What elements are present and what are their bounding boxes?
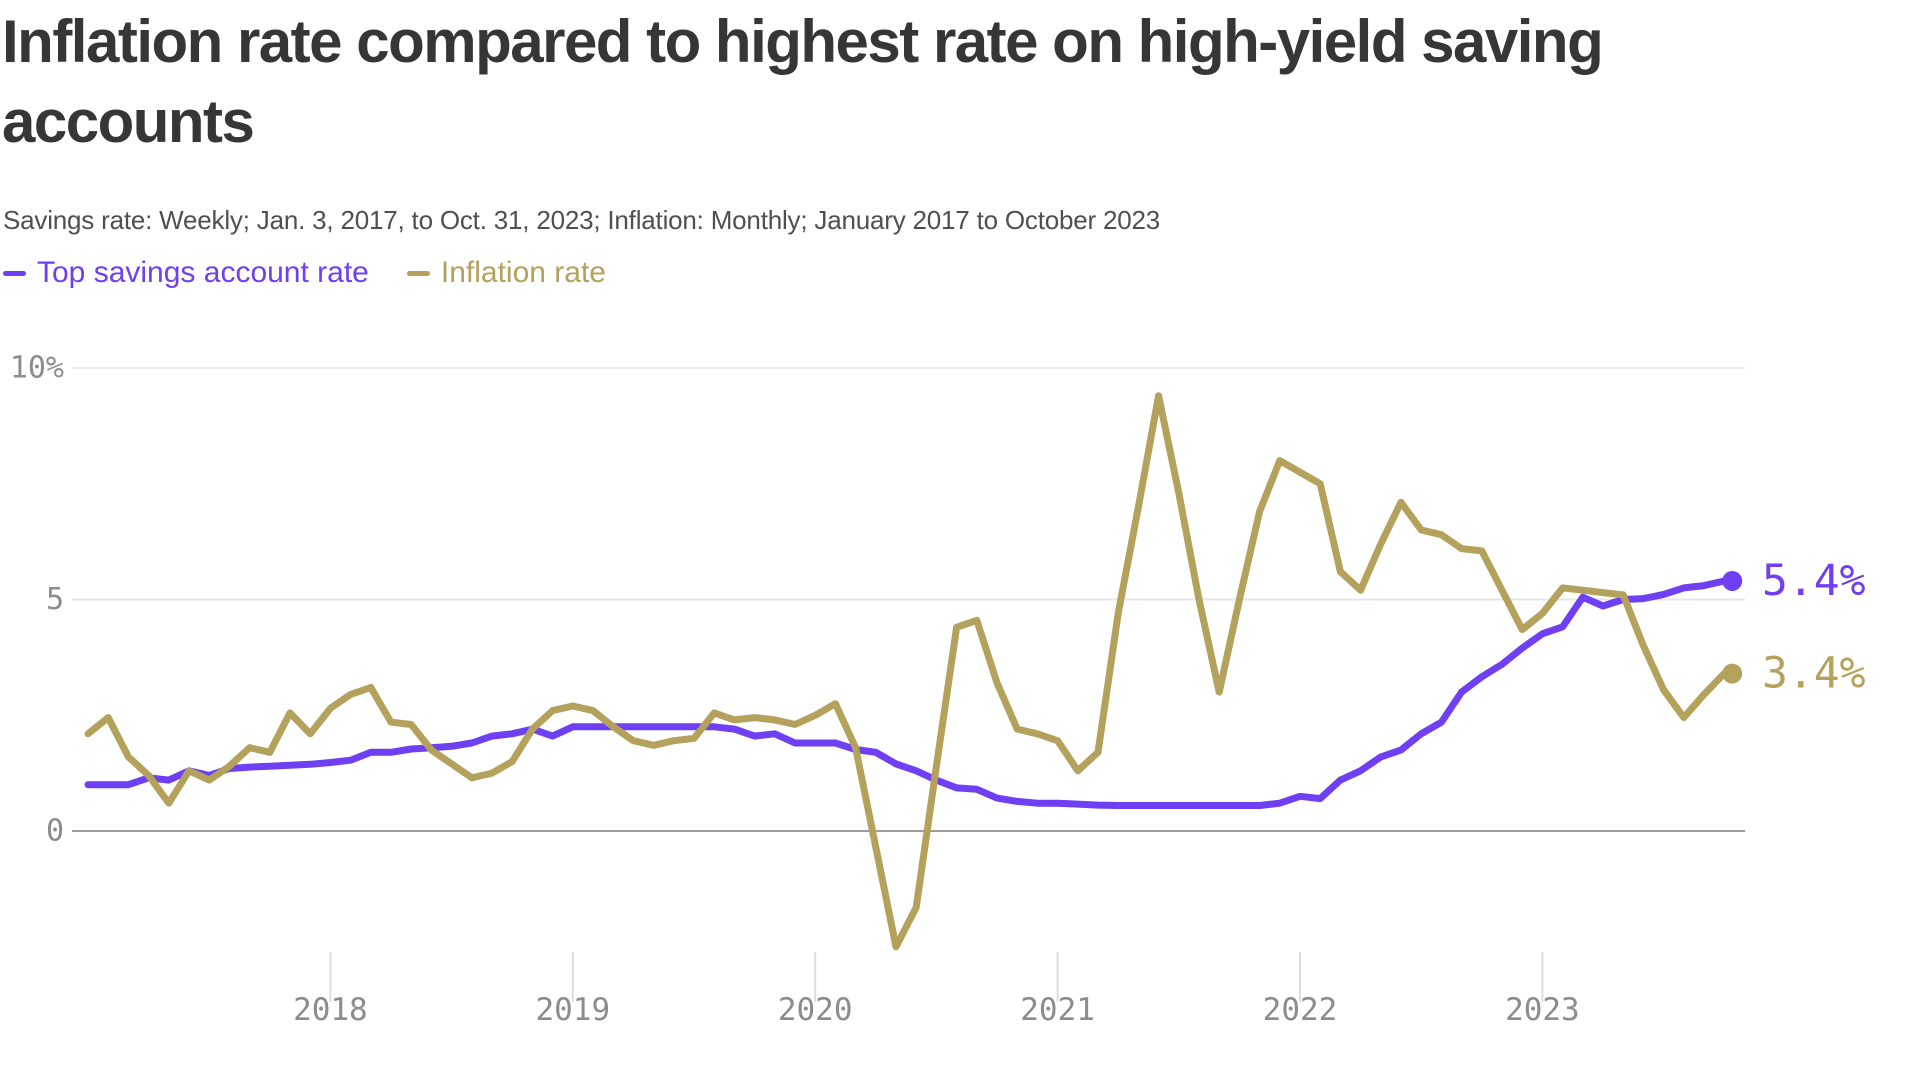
savings-legend-dash-icon — [3, 270, 26, 276]
savings-end-label: 5.4% — [1762, 556, 1866, 606]
x-axis-label-2019: 2019 — [535, 992, 610, 1028]
x-axis-label-2020: 2020 — [778, 992, 853, 1028]
y-axis-label-5: 5 — [46, 582, 64, 617]
savings-line — [84, 577, 1728, 809]
legend-item-inflation: Inflation rate — [406, 256, 606, 290]
legend-label-savings: Top savings account rate — [37, 256, 369, 289]
savings-end-dot — [1722, 570, 1743, 591]
x-axis-label-2023: 2023 — [1505, 992, 1580, 1028]
legend-item-savings: Top savings account rate — [3, 256, 369, 290]
inflation-line — [84, 392, 1728, 951]
chart-subtitle: Savings rate: Weekly; Jan. 3, 2017, to O… — [3, 205, 1161, 235]
y-axis-label-0: 0 — [46, 814, 64, 849]
chart-legend: Top savings account rate Inflation rate — [3, 256, 606, 290]
legend-label-inflation: Inflation rate — [440, 256, 606, 289]
x-axis-label-2021: 2021 — [1020, 992, 1095, 1028]
x-axis-label-2018: 2018 — [293, 992, 368, 1028]
inflation-end-dot — [1722, 663, 1743, 684]
chart-title: Inflation rate compared to highest rate … — [2, 8, 1604, 155]
inflation-end-label: 3.4% — [1762, 649, 1866, 699]
x-axis-label-2022: 2022 — [1263, 992, 1338, 1028]
inflation-legend-dash-icon — [406, 270, 430, 276]
y-axis-label-10: 10% — [10, 351, 64, 386]
